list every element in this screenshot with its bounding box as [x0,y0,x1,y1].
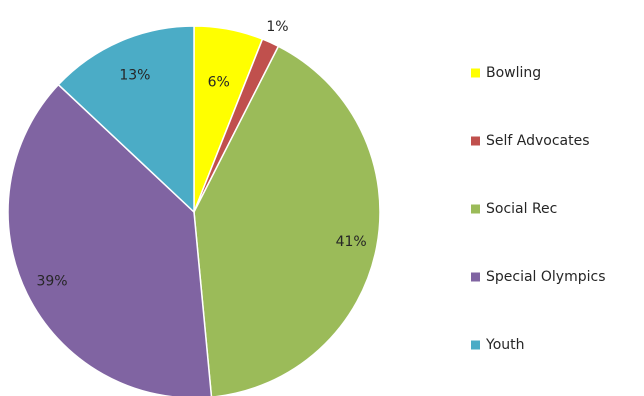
data-label-social-rec: 41% [336,234,367,250]
legend-item-self-advocates: Self Advocates [471,133,590,149]
legend-swatch-special-olympics [471,272,480,282]
legend-item-bowling: Bowling [471,65,541,81]
legend-label-youth: Youth [485,337,525,353]
data-label-special-olympics: 39% [36,274,67,290]
pie-slice-social-rec [193,45,381,396]
legend-label-self-advocates: Self Advocates [486,133,590,149]
data-label-bowling: 6% [208,74,230,90]
legend-swatch-youth [471,340,480,350]
legend-item-youth: Youth [471,337,525,353]
legend-item-special-olympics: Special Olympics [471,269,606,285]
legend-swatch-self-advocates [471,136,480,146]
legend-swatch-bowling [471,68,480,78]
data-label-youth: 13% [119,67,150,83]
legend-swatch-social-rec [471,204,480,214]
pie-slice-youth [57,25,195,214]
pie-slice-special-olympics [7,83,213,396]
legend-item-social-rec: Social Rec [471,201,557,217]
legend-label-bowling: Bowling [486,65,541,81]
pie-slices [7,25,381,396]
legend-label-social-rec: Social Rec [486,201,557,217]
legend-label-special-olympics: Special Olympics [486,269,606,285]
data-label-self-advocates: 1% [266,19,288,35]
legend: Bowling Self Advocates Social Rec Special O… [471,65,606,353]
pie-data-labels: 6% 1% 41% 39% 13% [36,19,366,289]
